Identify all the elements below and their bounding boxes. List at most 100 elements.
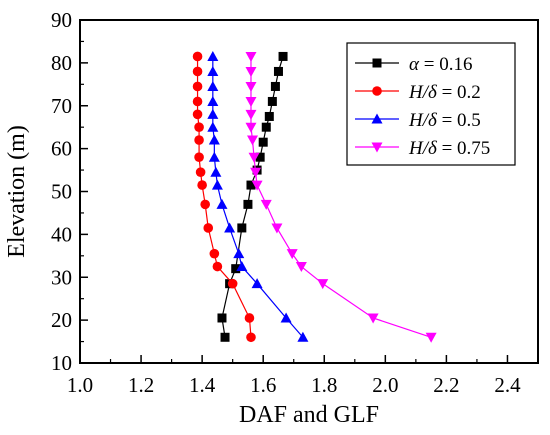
series-line xyxy=(221,56,284,338)
data-point xyxy=(211,179,223,190)
data-point xyxy=(245,81,257,92)
y-tick-label: 80 xyxy=(51,51,72,75)
data-point xyxy=(251,278,263,289)
data-point xyxy=(207,95,219,106)
data-point xyxy=(209,248,220,259)
y-tick-label: 40 xyxy=(51,222,72,246)
data-point xyxy=(317,279,329,290)
data-point xyxy=(208,151,220,162)
data-point xyxy=(208,134,220,145)
data-point xyxy=(297,331,309,342)
data-point xyxy=(250,167,262,178)
x-tick-label: 2.2 xyxy=(433,373,459,397)
y-tick-label: 60 xyxy=(51,137,72,161)
legend-swatch-marker xyxy=(372,58,382,68)
data-point xyxy=(246,180,256,190)
data-point xyxy=(280,312,292,323)
y-tick-label: 20 xyxy=(51,308,72,332)
x-tick-labels: 1.0 1.2 1.4 1.6 1.8 2.0 2.2 2.4 xyxy=(67,373,521,397)
series-line xyxy=(212,56,304,338)
legend-swatch-marker xyxy=(372,86,382,96)
data-point xyxy=(194,152,204,162)
data-point xyxy=(267,96,277,106)
x-tick-label: 1.0 xyxy=(67,373,93,397)
legend-label-value: = 0.5 xyxy=(437,110,481,131)
y-axis-title: Elevation (m) xyxy=(4,125,30,258)
data-point xyxy=(217,313,227,323)
data-point xyxy=(195,167,206,178)
data-point xyxy=(278,51,288,61)
data-point xyxy=(244,313,255,323)
data-point xyxy=(192,66,203,77)
data-point xyxy=(243,199,253,209)
series-2 xyxy=(207,50,309,342)
y-tick-label: 10 xyxy=(51,351,72,375)
x-axis-title: DAF and GLF xyxy=(239,402,379,428)
data-point xyxy=(245,66,257,77)
data-point xyxy=(207,65,219,76)
data-point xyxy=(255,152,265,162)
data-point xyxy=(192,81,203,92)
y-tick-label: 90 xyxy=(51,8,72,32)
series-line xyxy=(196,56,252,338)
data-point xyxy=(248,152,260,163)
data-point xyxy=(216,198,228,209)
data-point xyxy=(207,121,219,132)
plot-frame xyxy=(79,19,539,364)
legend-label-symbol: H/δ xyxy=(408,110,438,131)
legend-label: H/δ = 0.75 xyxy=(408,138,490,159)
y-tick-label: 30 xyxy=(51,265,72,289)
legend: α = 0.16H/δ = 0.2H/δ = 0.5H/δ = 0.75 xyxy=(346,42,516,166)
legend-label-symbol: α xyxy=(409,54,420,75)
data-point xyxy=(212,261,223,272)
y-tick-label: 50 xyxy=(51,180,72,204)
legend-label-value: = 0.16 xyxy=(419,54,472,75)
data-point xyxy=(245,96,257,107)
data-point xyxy=(270,81,280,91)
x-tick-label: 1.8 xyxy=(311,373,337,397)
y-tick-label: 70 xyxy=(51,94,72,118)
data-point xyxy=(251,180,263,191)
legend-swatch-marker xyxy=(371,142,383,153)
data-point xyxy=(220,332,230,342)
data-point xyxy=(367,313,379,324)
data-point xyxy=(245,51,257,62)
series-layer xyxy=(192,50,437,343)
legend-swatch-marker xyxy=(371,113,383,124)
data-point xyxy=(246,332,256,343)
x-tick-label: 2.0 xyxy=(372,373,398,397)
x-tick-label: 1.6 xyxy=(250,373,276,397)
data-point xyxy=(203,223,214,233)
data-point xyxy=(197,180,207,190)
data-point xyxy=(264,111,274,121)
data-point xyxy=(245,122,257,133)
data-point xyxy=(236,261,248,272)
series-0 xyxy=(217,51,288,342)
data-point xyxy=(194,122,204,132)
legend-label: H/δ = 0.2 xyxy=(408,82,481,103)
data-point xyxy=(192,96,203,107)
data-point xyxy=(227,278,238,289)
data-point xyxy=(192,109,203,120)
data-point xyxy=(192,51,203,62)
data-point xyxy=(261,122,271,132)
data-point xyxy=(286,249,298,260)
x-tick-label: 1.2 xyxy=(128,373,154,397)
legend-label-value: = 0.75 xyxy=(437,138,490,159)
legend-label-value: = 0.2 xyxy=(437,82,481,103)
data-point xyxy=(200,199,210,210)
legend-label: H/δ = 0.5 xyxy=(408,110,481,131)
data-point xyxy=(273,66,283,76)
data-point xyxy=(425,332,437,343)
data-point xyxy=(224,222,236,233)
legend-label-symbol: H/δ xyxy=(408,138,438,159)
data-point xyxy=(207,80,219,91)
data-point xyxy=(295,262,307,273)
data-point xyxy=(194,135,204,145)
x-tick-label: 2.4 xyxy=(494,373,521,397)
data-point xyxy=(231,264,241,274)
data-point xyxy=(271,223,283,234)
data-point xyxy=(207,108,219,119)
data-point xyxy=(237,223,247,233)
